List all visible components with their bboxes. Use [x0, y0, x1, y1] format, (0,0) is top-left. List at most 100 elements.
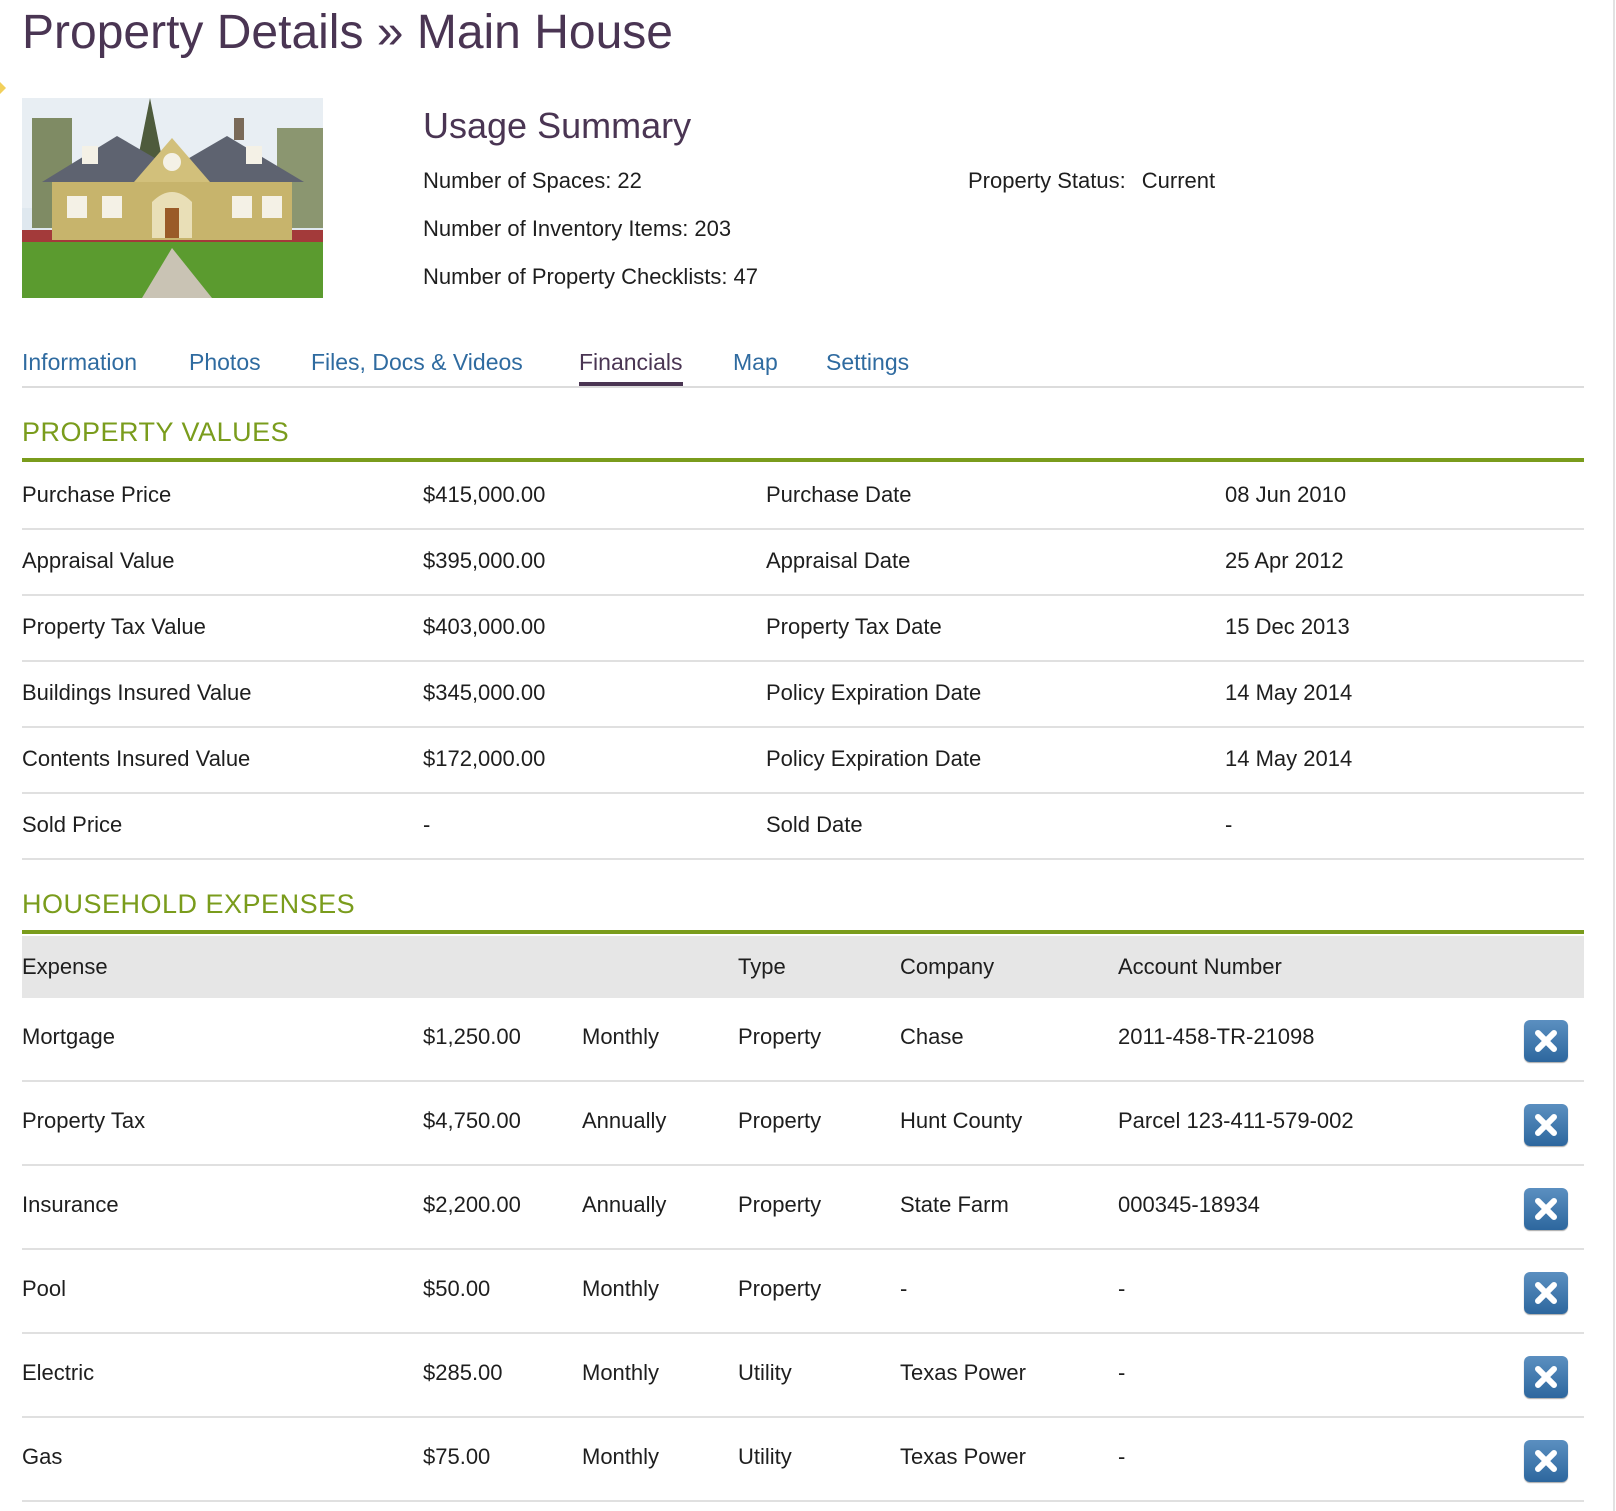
value-amount: $345,000.00 — [423, 680, 546, 705]
date-value: - — [1225, 812, 1233, 837]
edge-marker — [0, 82, 6, 94]
value-row-appraisal: Appraisal Value $395,000.00 Appraisal Da… — [22, 528, 1584, 596]
delete-expense-button[interactable] — [1524, 1440, 1568, 1482]
date-value: 15 Dec 2013 — [1225, 614, 1350, 639]
household-expenses-title: HOUSEHOLD EXPENSES — [22, 889, 356, 919]
table-row: Property Tax $4,750.00 Annually Property… — [22, 1082, 1584, 1166]
expense-frequency: Annually — [582, 1192, 667, 1217]
close-x-icon — [1535, 1366, 1557, 1388]
property-tabs: Information Photos Files, Docs & Videos … — [22, 344, 1584, 388]
value-amount: $395,000.00 — [423, 548, 546, 573]
tab-settings[interactable]: Settings — [826, 349, 910, 375]
expense-account: - — [1118, 1276, 1126, 1301]
right-page-border — [1613, 0, 1615, 1511]
property-status-value: Current — [1141, 168, 1216, 193]
value-label: Contents Insured Value — [22, 746, 251, 771]
close-x-icon — [1535, 1030, 1557, 1052]
table-row: Electric $285.00 Monthly Utility Texas P… — [22, 1334, 1584, 1418]
delete-expense-button[interactable] — [1524, 1188, 1568, 1230]
close-x-icon — [1535, 1114, 1557, 1136]
close-x-icon — [1535, 1450, 1557, 1472]
expense-frequency: Monthly — [582, 1276, 660, 1301]
page-title: Property Details » Main House — [22, 6, 673, 59]
expense-frequency: Monthly — [582, 1360, 660, 1385]
value-label: Purchase Price — [22, 482, 172, 507]
header-expense: Expense — [22, 954, 108, 979]
header-account-number: Account Number — [1118, 954, 1282, 979]
property-values-title: PROPERTY VALUES — [22, 417, 290, 447]
header-type: Type — [738, 954, 786, 979]
tab-map[interactable]: Map — [733, 349, 778, 375]
delete-expense-button[interactable] — [1524, 1020, 1568, 1062]
value-row-buildings-insured: Buildings Insured Value $345,000.00 Poli… — [22, 660, 1584, 728]
property-values-rule — [22, 458, 1584, 462]
property-status: Property Status: Current — [968, 168, 1215, 194]
date-label: Sold Date — [766, 812, 863, 837]
date-label: Property Tax Date — [766, 614, 942, 639]
close-x-icon — [1535, 1282, 1557, 1304]
value-amount: $415,000.00 — [423, 482, 546, 507]
expense-type: Utility — [738, 1360, 792, 1385]
expense-name: Property Tax — [22, 1108, 146, 1133]
expense-amount: $75.00 — [423, 1444, 491, 1469]
value-amount: $403,000.00 — [423, 614, 546, 639]
delete-expense-button[interactable] — [1524, 1356, 1568, 1398]
value-row-sold: Sold Price - Sold Date - — [22, 792, 1584, 860]
expense-type: Property — [738, 1192, 822, 1217]
value-label: Appraisal Value — [22, 548, 175, 573]
table-row: Insurance $2,200.00 Annually Property St… — [22, 1166, 1584, 1250]
date-value: 25 Apr 2012 — [1225, 548, 1344, 573]
expense-amount: $285.00 — [423, 1360, 503, 1385]
usage-summary: Usage Summary Number of Spaces: 22 Numbe… — [423, 104, 1423, 289]
tab-financials[interactable]: Financials — [579, 344, 683, 386]
table-row: Pool $50.00 Monthly Property - - — [22, 1250, 1584, 1334]
expense-amount: $4,750.00 — [423, 1108, 521, 1133]
expense-account: Parcel 123-411-579-002 — [1118, 1108, 1354, 1133]
value-amount: - — [423, 812, 431, 837]
table-row: Mortgage $1,250.00 Monthly Property Chas… — [22, 998, 1584, 1082]
expense-company: Chase — [900, 1024, 964, 1049]
date-value: 14 May 2014 — [1225, 746, 1353, 771]
expense-company: Texas Power — [900, 1360, 1026, 1385]
expenses-table-header: Expense Type Company Account Number — [22, 936, 1584, 998]
header-company: Company — [900, 954, 995, 979]
expense-company: - — [900, 1276, 908, 1301]
property-photo — [22, 98, 323, 298]
expense-account: 000345-18934 — [1118, 1192, 1260, 1217]
delete-expense-button[interactable] — [1524, 1104, 1568, 1146]
property-status-label: Property Status: — [968, 168, 1126, 193]
checklists-count: Number of Property Checklists: 47 — [423, 264, 759, 289]
date-label: Policy Expiration Date — [766, 746, 982, 771]
expense-name: Pool — [22, 1276, 67, 1301]
expense-type: Property — [738, 1108, 822, 1133]
expense-company: Hunt County — [900, 1108, 1023, 1133]
delete-expense-button[interactable] — [1524, 1272, 1568, 1314]
expense-account: - — [1118, 1444, 1126, 1469]
value-row-purchase: Purchase Price $415,000.00 Purchase Date… — [22, 462, 1584, 530]
inventory-count: Number of Inventory Items: 203 — [423, 216, 732, 241]
value-label: Property Tax Value — [22, 614, 206, 639]
date-value: 14 May 2014 — [1225, 680, 1353, 705]
expense-type: Property — [738, 1024, 822, 1049]
value-label: Sold Price — [22, 812, 123, 837]
expense-company: Texas Power — [900, 1444, 1026, 1469]
value-row-contents-insured: Contents Insured Value $172,000.00 Polic… — [22, 726, 1584, 794]
expense-frequency: Monthly — [582, 1444, 660, 1469]
date-label: Appraisal Date — [766, 548, 911, 573]
expense-amount: $50.00 — [423, 1276, 491, 1301]
table-row: Gas $75.00 Monthly Utility Texas Power - — [22, 1418, 1584, 1502]
expense-account: 2011-458-TR-21098 — [1118, 1024, 1315, 1049]
expense-name: Gas — [22, 1444, 63, 1469]
tab-photos[interactable]: Photos — [189, 349, 261, 375]
date-label: Policy Expiration Date — [766, 680, 982, 705]
expense-amount: $1,250.00 — [423, 1024, 521, 1049]
date-label: Purchase Date — [766, 482, 912, 507]
expense-company: State Farm — [900, 1192, 1009, 1217]
expense-name: Mortgage — [22, 1024, 115, 1049]
spaces-count: Number of Spaces: 22 — [423, 168, 642, 193]
tab-information[interactable]: Information — [22, 349, 138, 375]
tab-files-docs-videos[interactable]: Files, Docs & Videos — [311, 349, 523, 375]
expense-frequency: Annually — [582, 1108, 667, 1133]
expense-account: - — [1118, 1360, 1126, 1385]
expense-amount: $2,200.00 — [423, 1192, 521, 1217]
